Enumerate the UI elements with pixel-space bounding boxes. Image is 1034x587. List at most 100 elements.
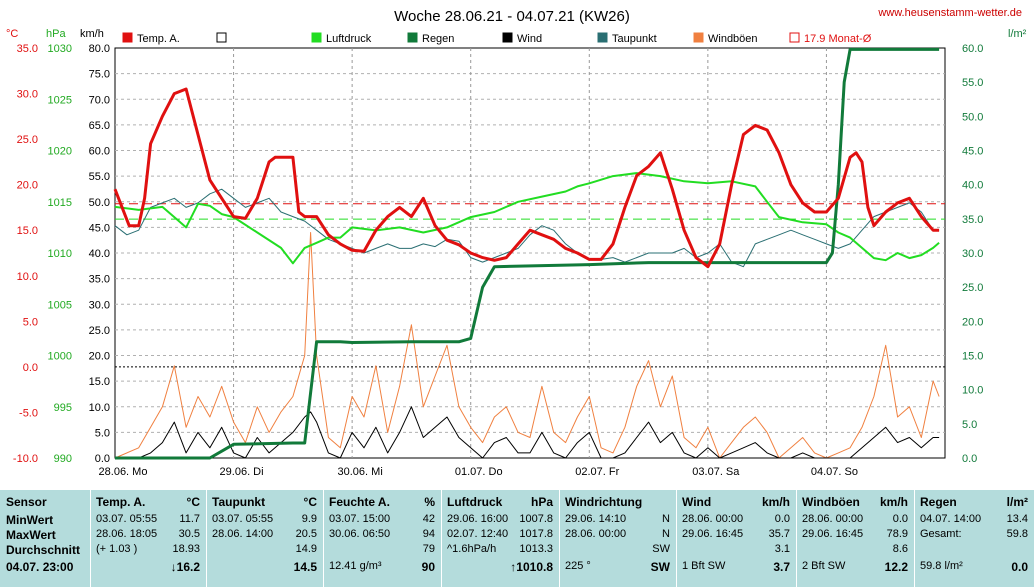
max-label: MaxWert (6, 528, 56, 542)
legend-label: Wind (517, 33, 542, 45)
pressure-tick-label: 1025 (48, 94, 72, 106)
gust-min-date: 28.06. 00:00 (802, 513, 864, 525)
wind-tick-label: 0.0 (95, 453, 110, 465)
wind-min-date: 28.06. 00:00 (682, 513, 744, 525)
stats-gust-column: Windböen km/h 28.06. 00:00 0.0 29.06. 16:4… (796, 490, 915, 587)
legend-swatch (693, 32, 704, 43)
dew-min: 9.9 (301, 513, 317, 525)
wind-tick-label: 80.0 (89, 43, 110, 55)
temp-avg: 18.93 (172, 543, 200, 555)
wdir-min: N (662, 513, 670, 525)
stats-labels-column: Sensor MinWert MaxWert Durchschnitt 04.0… (0, 490, 91, 587)
temp-min-date: 03.07. 05:55 (96, 513, 158, 525)
pressure-tick-label: 1015 (48, 197, 72, 209)
wind-tick-label: 35.0 (89, 274, 110, 286)
avg-label: Durchschnitt (6, 543, 81, 557)
press-min: 1007.8 (519, 513, 553, 525)
legend: Temp. A. Luftdruck Regen Wind Taupunkt Windbö… (122, 32, 872, 45)
rain-header-unit: l/m² (1006, 495, 1028, 509)
press-header-unit: hPa (530, 495, 553, 509)
temp-header-unit: °C (186, 495, 200, 509)
x-tick-label: 30.06. Mi (338, 466, 383, 478)
x-tick-label: 01.07. Do (455, 466, 503, 478)
wdir-max: N (662, 528, 670, 540)
temp-tick-label: 0.0 (23, 362, 38, 374)
rain-tick-label: 55.0 (962, 77, 983, 89)
wind-tick-label: 70.0 (89, 94, 110, 106)
legend-swatch (502, 32, 513, 43)
press-current: ↑1010.8 (510, 560, 553, 574)
press-avg: 1013.3 (519, 543, 553, 555)
pressure-tick-label: 1000 (48, 351, 72, 363)
wind-tick-label: 40.0 (89, 248, 110, 260)
series-layer (113, 47, 945, 460)
rain-tick-label: 15.0 (962, 351, 983, 363)
press-max: 1017.8 (519, 528, 553, 540)
wdir-avg: SW (652, 543, 670, 555)
legend-swatch (597, 32, 608, 43)
hum-abs: 12.41 g/m³ (329, 560, 382, 572)
stats-press-column: Luftdruck hPa 29.06. 16:00 1007.8 02.07. 1… (441, 490, 560, 587)
rain-tick-label: 10.0 (962, 385, 983, 397)
wdir-header: Windrichtung (565, 495, 643, 509)
rain-total-label: Gesamt: (920, 528, 962, 540)
wind-unit: km/h (80, 28, 104, 40)
dew-current: 14.5 (293, 560, 317, 574)
wind-min: 0.0 (774, 513, 790, 525)
stats-wind-column: Wind km/h 28.06. 00:00 0.0 29.06. 16:45 35.… (676, 490, 797, 587)
rain-tick-label: 50.0 (962, 111, 983, 123)
rain-tick-label: 20.0 (962, 316, 983, 328)
legend-swatch (789, 32, 800, 43)
gust-current: 12.2 (884, 560, 908, 574)
hum-header-unit: % (424, 495, 435, 509)
legend-label: Regen (422, 33, 454, 45)
gust-min: 0.0 (892, 513, 908, 525)
chart-title: Woche 28.06.21 - 04.07.21 (KW26) (394, 8, 630, 25)
wind-tick-label: 30.0 (89, 299, 110, 311)
dew-avg: 14.9 (295, 543, 317, 555)
wind-tick-label: 75.0 (89, 69, 110, 81)
axis-labels: 80.0 75.0 70.0 65.0 60.0 55.0 50.0 45.0 40.0 35.0… (13, 43, 984, 478)
dew-max-date: 28.06. 14:00 (212, 528, 274, 540)
gust-header-unit: km/h (879, 495, 908, 509)
weather-chart: Woche 28.06.21 - 04.07.21 (KW26) www.heu… (6, 7, 1027, 478)
temp-tick-label: 15.0 (17, 225, 38, 237)
x-tick-label: 28.06. Mo (99, 466, 148, 478)
rain-unit: l/m² (1008, 28, 1027, 40)
hum-current: 90 (421, 560, 435, 574)
pressure-tick-label: 1010 (48, 248, 72, 260)
wind-tick-label: 15.0 (89, 376, 110, 388)
temp-header: Temp. A. (96, 495, 146, 509)
wind-max: 35.7 (768, 528, 790, 540)
wind-tick-label: 65.0 (89, 120, 110, 132)
rain-sum: 59.8 l/m² (920, 560, 963, 572)
wdir-degrees: 225 ° (565, 560, 591, 572)
rain-tick-label: 35.0 (962, 214, 983, 226)
temp-tick-label: 25.0 (17, 134, 38, 146)
rain-tick-label: 5.0 (962, 419, 977, 431)
legend-swatch (311, 32, 322, 43)
x-tick-label: 04.07. So (811, 466, 858, 478)
wind-tick-label: 60.0 (89, 146, 110, 158)
press-max-date: 02.07. 12:40 (447, 528, 509, 540)
grid (114, 47, 946, 459)
temp-tick-label: 5.0 (23, 316, 38, 328)
wind-header-unit: km/h (761, 495, 790, 509)
rain-tick-label: 0.0 (962, 453, 977, 465)
site-link[interactable]: www.heusenstamm-wetter.de (877, 7, 1022, 19)
series-regen (115, 47, 940, 460)
rain-header: Regen (920, 495, 957, 509)
temp-tick-label: -5.0 (19, 407, 38, 419)
temp-current: ↓16.2 (170, 560, 200, 574)
rain-total: 59.8 (1006, 528, 1028, 540)
rain-current: 0.0 (1011, 560, 1028, 574)
pressure-tick-label: 995 (54, 402, 72, 414)
wind-max-date: 29.06. 16:45 (682, 528, 744, 540)
hum-max: 94 (422, 528, 435, 540)
series-temp-a (113, 87, 940, 269)
hum-avg: 79 (422, 543, 435, 555)
rain-tick-label: 40.0 (962, 180, 983, 192)
temp-max: 30.5 (178, 528, 200, 540)
stats-temp-column: Temp. A. °C 03.07. 05:55 11.7 28.06. 18:05… (90, 490, 207, 587)
temp-max-date: 28.06. 18:05 (96, 528, 158, 540)
